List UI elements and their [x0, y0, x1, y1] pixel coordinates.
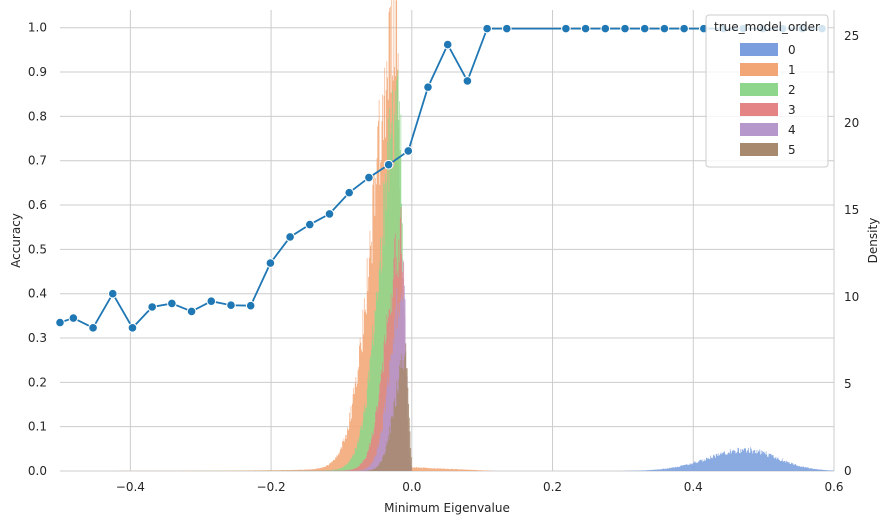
density-series-0 — [622, 447, 834, 471]
y-tick-label: 0.1 — [28, 420, 47, 434]
accuracy-point — [364, 172, 374, 183]
accuracy-point — [383, 159, 394, 170]
x-axis-label: Minimum Eigenvalue — [384, 501, 510, 515]
accuracy-point — [265, 258, 276, 268]
legend-label-1: 1 — [788, 63, 796, 77]
accuracy-point — [482, 23, 492, 34]
y-tick-label: 0.7 — [28, 154, 47, 168]
accuracy-point — [68, 313, 79, 323]
accuracy-point — [344, 187, 354, 198]
accuracy-point — [88, 323, 98, 333]
x-tick-label: 0.4 — [684, 480, 703, 494]
x-tick-label: 0.0 — [402, 480, 421, 494]
y-tick-label: 1.0 — [28, 21, 47, 35]
y2-tick-label: 20 — [844, 116, 859, 130]
accuracy-point — [206, 296, 217, 307]
accuracy-point — [403, 146, 414, 156]
accuracy-point — [147, 302, 157, 312]
legend-swatch-4 — [740, 123, 778, 136]
accuracy-point — [285, 232, 295, 242]
accuracy-point — [659, 23, 670, 34]
accuracy-point — [502, 23, 512, 34]
accuracy-point — [679, 23, 689, 34]
y-tick-label: 0.4 — [28, 287, 47, 301]
legend-label-0: 0 — [788, 43, 796, 57]
grid-lines — [60, 10, 835, 472]
legend-swatch-1 — [740, 63, 778, 76]
x-tick-label: 0.2 — [543, 480, 562, 494]
y-tick-label: 0.2 — [28, 375, 47, 389]
accuracy-point — [245, 300, 256, 311]
legend-title: true_model_order — [714, 20, 820, 34]
y-tick-label: 0.0 — [28, 464, 47, 478]
y-axis-label: Accuracy — [9, 213, 23, 268]
legend-swatch-5 — [740, 143, 778, 156]
accuracy-point — [423, 82, 433, 92]
accuracy-point — [561, 23, 571, 34]
density-series-3 — [60, 207, 412, 471]
y2-axis-label: Density — [866, 218, 880, 264]
accuracy-point — [167, 298, 177, 309]
y-tick-label: 0.8 — [28, 109, 47, 123]
density-histograms — [60, 0, 834, 471]
legend-label-4: 4 — [788, 123, 796, 137]
accuracy-point — [442, 39, 453, 50]
accuracy-point — [462, 76, 473, 86]
y2-tick-label: 15 — [844, 203, 859, 217]
accuracy-point — [55, 317, 65, 328]
accuracy-point — [639, 23, 650, 34]
legend-label-5: 5 — [788, 143, 796, 157]
density-series-1 — [60, 0, 497, 471]
accuracy-point — [186, 306, 197, 317]
accuracy-point — [226, 300, 236, 311]
y2-tick-label: 5 — [844, 377, 852, 391]
y2-tick-label: 0 — [844, 464, 852, 478]
y-tick-label: 0.5 — [28, 242, 47, 256]
axes: −0.4 −0.2 0.0 0.2 0.4 0.6 0.0 0.1 0.2 0.3 0.4 0.5 0.… — [9, 21, 880, 515]
accuracy-point — [127, 323, 138, 333]
legend-swatch-0 — [740, 43, 778, 56]
y2-tick-label: 10 — [844, 290, 859, 304]
legend-swatch-3 — [740, 103, 778, 116]
y-tick-label: 0.6 — [28, 198, 47, 212]
y2-tick-label: 25 — [844, 29, 859, 43]
accuracy-point — [600, 23, 611, 34]
legend: true_model_order 0 1 2 3 4 5 — [705, 14, 829, 168]
accuracy-point — [107, 288, 118, 299]
accuracy-point — [324, 209, 335, 219]
x-tick-label: −0.2 — [257, 480, 286, 494]
legend-swatch-2 — [740, 83, 778, 96]
legend-label-3: 3 — [788, 103, 796, 117]
y-tick-label: 0.3 — [28, 331, 47, 345]
legend-label-2: 2 — [788, 83, 796, 97]
density-area-0 — [622, 447, 834, 471]
density-area-1 — [60, 0, 497, 471]
x-tick-label: 0.6 — [824, 480, 843, 494]
density-area-3 — [60, 207, 412, 471]
y-tick-label: 0.9 — [28, 65, 47, 79]
accuracy-point — [580, 23, 591, 34]
accuracy-point — [304, 219, 315, 230]
x-tick-label: −0.4 — [116, 480, 145, 494]
accuracy-point — [620, 23, 630, 34]
